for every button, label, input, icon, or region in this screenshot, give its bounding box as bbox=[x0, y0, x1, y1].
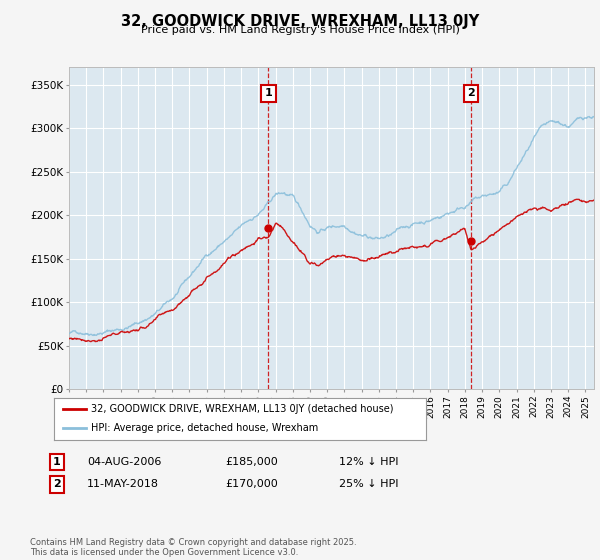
Text: 32, GOODWICK DRIVE, WREXHAM, LL13 0JY: 32, GOODWICK DRIVE, WREXHAM, LL13 0JY bbox=[121, 14, 479, 29]
Text: 1: 1 bbox=[53, 457, 61, 467]
Text: £185,000: £185,000 bbox=[225, 457, 278, 467]
Text: HPI: Average price, detached house, Wrexham: HPI: Average price, detached house, Wrex… bbox=[91, 423, 319, 433]
Text: £170,000: £170,000 bbox=[225, 479, 278, 489]
Text: 2: 2 bbox=[53, 479, 61, 489]
Text: 04-AUG-2006: 04-AUG-2006 bbox=[87, 457, 161, 467]
Text: Price paid vs. HM Land Registry's House Price Index (HPI): Price paid vs. HM Land Registry's House … bbox=[140, 25, 460, 35]
Text: 11-MAY-2018: 11-MAY-2018 bbox=[87, 479, 159, 489]
Text: 12% ↓ HPI: 12% ↓ HPI bbox=[339, 457, 398, 467]
Text: 1: 1 bbox=[265, 88, 272, 99]
Text: Contains HM Land Registry data © Crown copyright and database right 2025.
This d: Contains HM Land Registry data © Crown c… bbox=[30, 538, 356, 557]
Text: 32, GOODWICK DRIVE, WREXHAM, LL13 0JY (detached house): 32, GOODWICK DRIVE, WREXHAM, LL13 0JY (d… bbox=[91, 404, 394, 414]
Text: 25% ↓ HPI: 25% ↓ HPI bbox=[339, 479, 398, 489]
Text: 2: 2 bbox=[467, 88, 475, 99]
